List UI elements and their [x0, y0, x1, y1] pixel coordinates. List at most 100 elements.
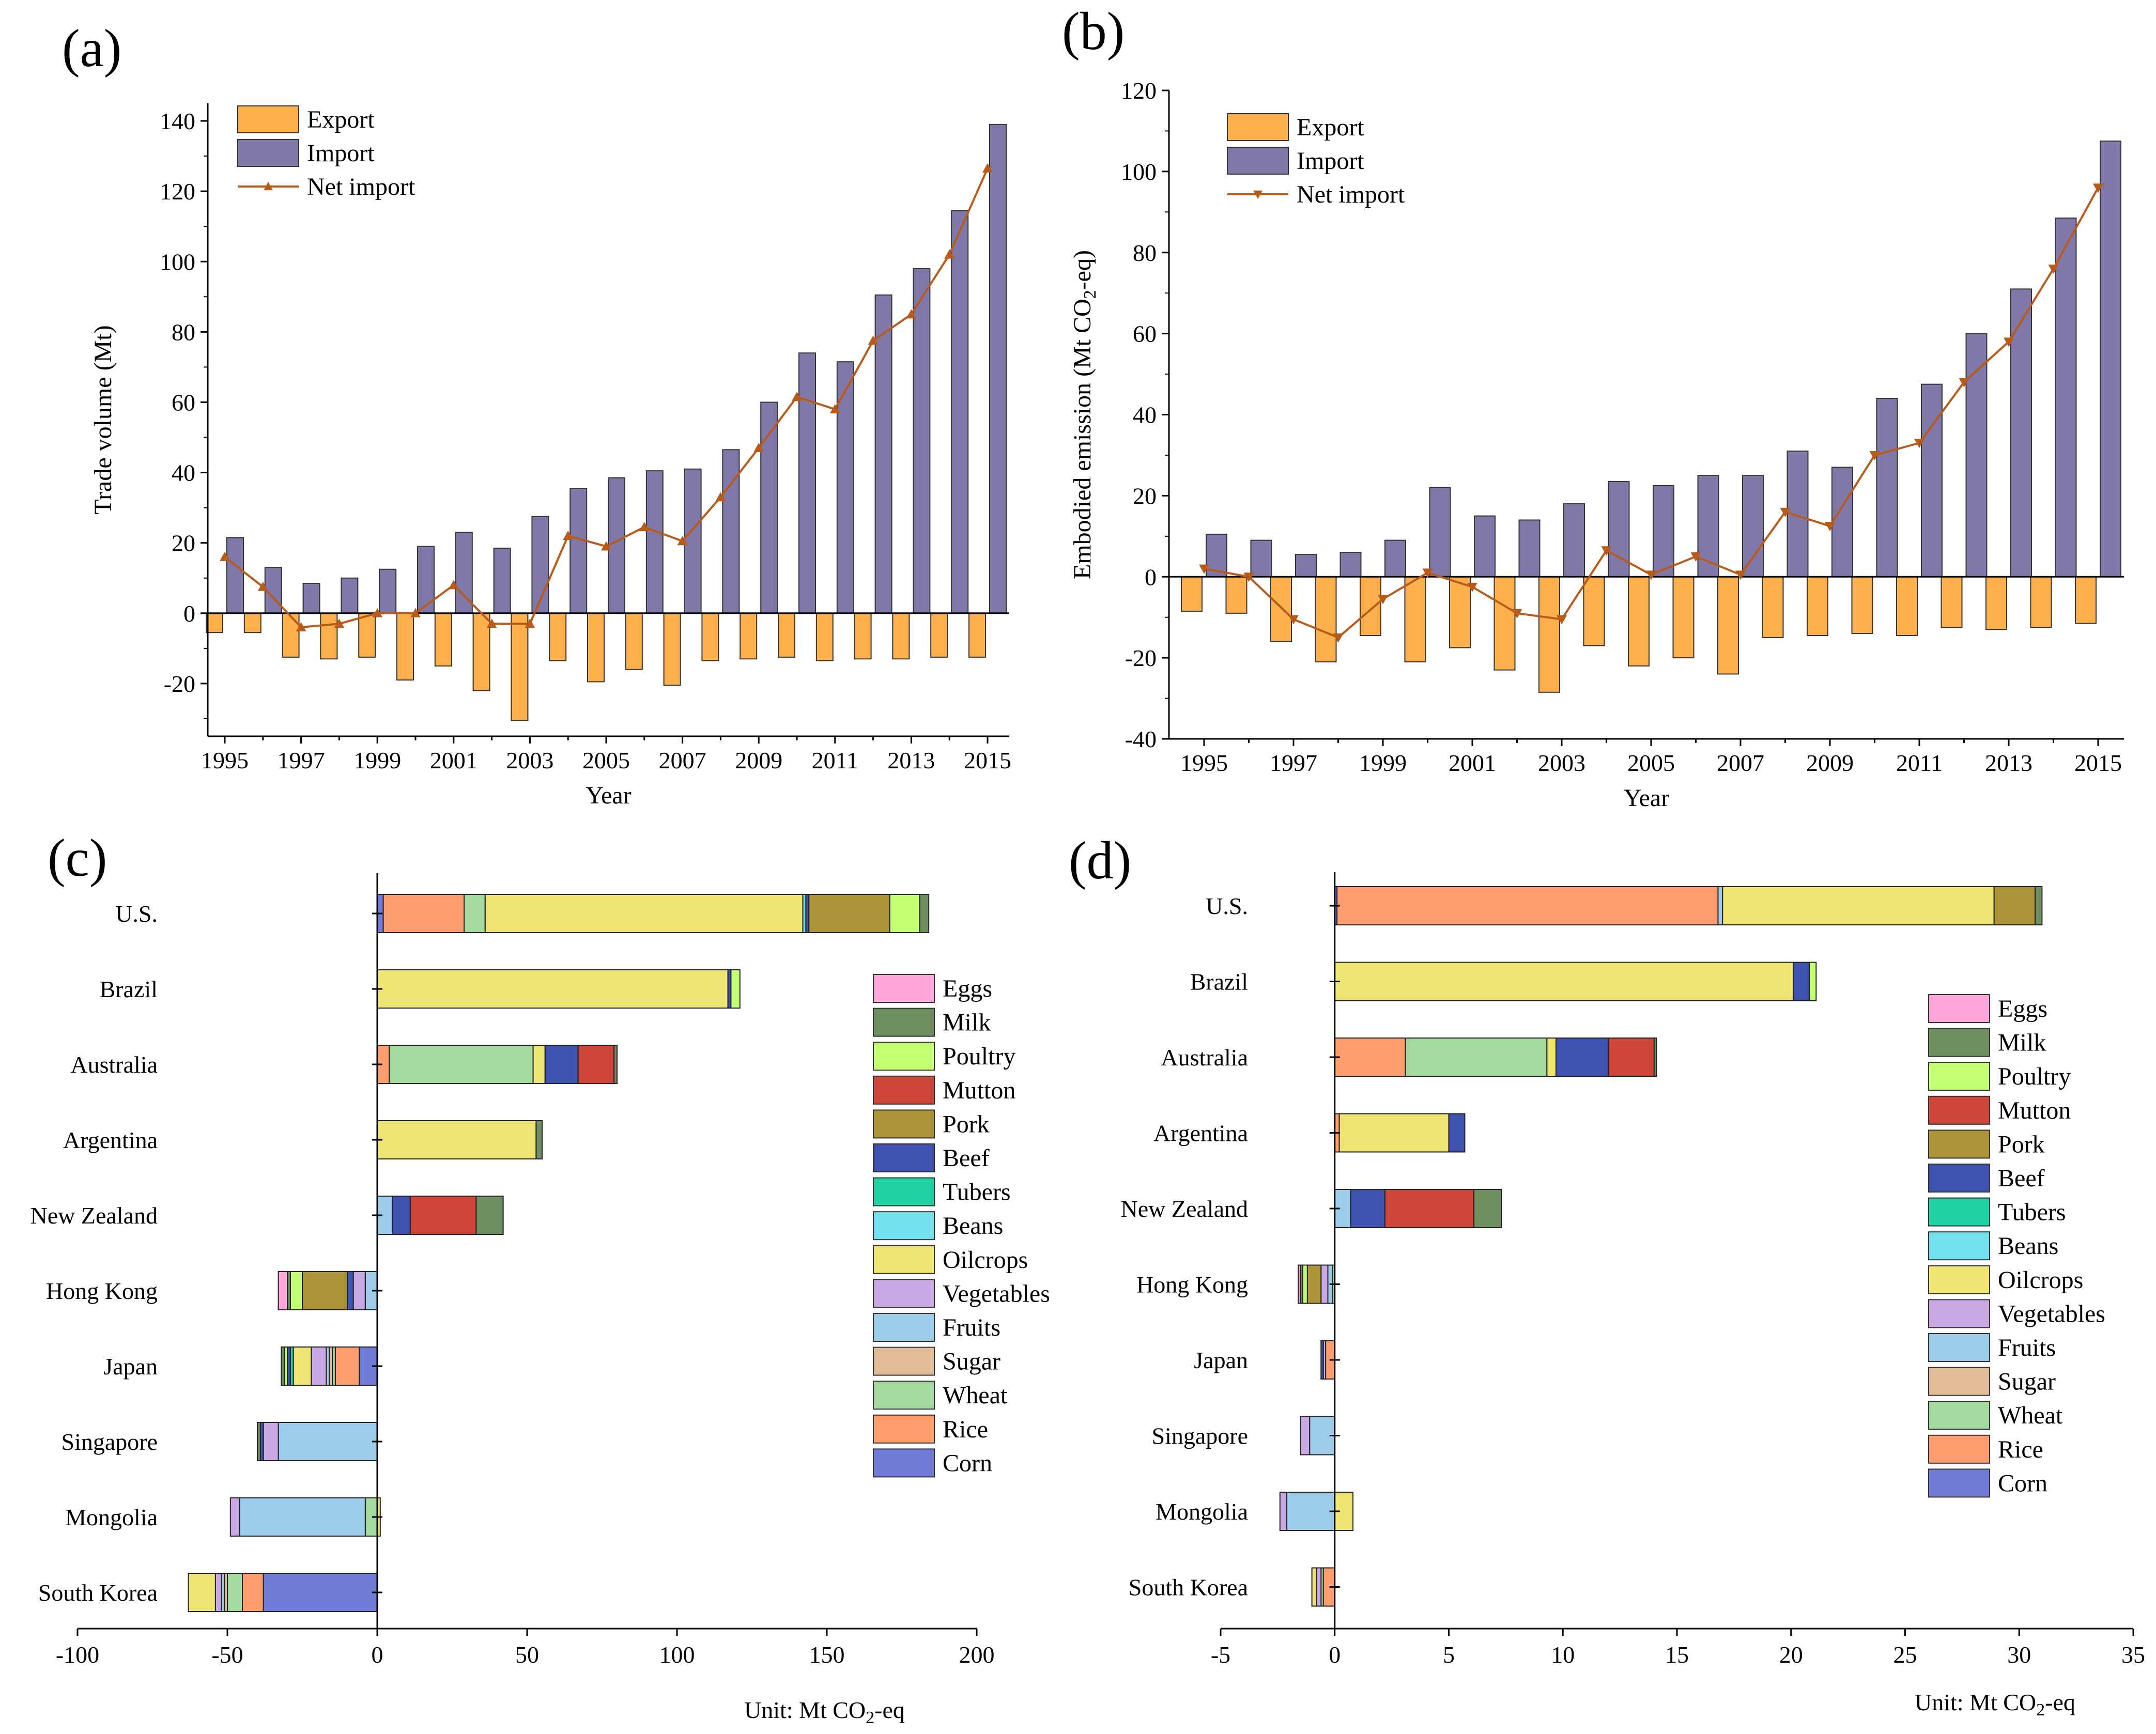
- y-tick-label: 0: [1145, 564, 1157, 590]
- bar-segment: [382, 894, 465, 933]
- x-tick-label: 2007: [659, 747, 706, 773]
- x-tick-label: 2007: [1717, 750, 1764, 776]
- x-tick-label: 1999: [1359, 750, 1407, 776]
- export-bar: [434, 612, 452, 667]
- bar-segment: [1286, 1492, 1335, 1531]
- bar-segment: [1608, 1038, 1655, 1077]
- net-import-marker: [334, 618, 345, 628]
- bar-segment: [242, 1573, 264, 1612]
- text-part: 2: [2036, 1700, 2045, 1720]
- net-import-marker: [2093, 183, 2103, 193]
- bar-segment: [229, 1497, 240, 1537]
- net-import-marker: [486, 618, 497, 628]
- legend-label: Eggs: [1998, 995, 2047, 1023]
- net-import-marker: [906, 309, 917, 319]
- legend-swatch: [1928, 1231, 1990, 1261]
- x-axis-title: Year: [1624, 784, 1669, 812]
- bar-segment: [1993, 886, 2036, 925]
- bar-segment: [1334, 1038, 1406, 1077]
- export-bar: [625, 612, 643, 670]
- bar-segment: [1334, 962, 1794, 1001]
- legend-label: Fruits: [943, 1314, 1000, 1341]
- bar-segment: [214, 1573, 222, 1612]
- bar-segment: [409, 1196, 477, 1235]
- bar-segment: [257, 1422, 261, 1461]
- x-tick-label: -100: [56, 1642, 99, 1668]
- net-import-marker: [1422, 568, 1433, 578]
- country-label: Argentina: [63, 1127, 158, 1153]
- legend-swatch: [873, 1346, 935, 1376]
- bar-segment: [334, 1346, 360, 1386]
- legend-swatch: [237, 105, 299, 133]
- export-bar: [1985, 576, 2007, 630]
- unit-label: Unit: Mt CO2-eq: [1915, 1689, 2075, 1720]
- x-tick-label: 2001: [1449, 750, 1496, 776]
- legend-swatch: [873, 1245, 935, 1274]
- bar-segment: [188, 1573, 216, 1612]
- x-tick-label: 2009: [735, 747, 782, 773]
- import-bar: [493, 547, 511, 614]
- legend-swatch: [1928, 1197, 1990, 1227]
- legend-swatch: [1227, 147, 1289, 175]
- legend-swatch: [1928, 1164, 1990, 1193]
- legend-label: Wheat: [943, 1382, 1008, 1409]
- net-import-marker: [1601, 546, 1612, 556]
- x-tick-label: 2003: [1538, 750, 1585, 776]
- export-bar: [1583, 576, 1605, 646]
- bar-segment: [377, 1120, 537, 1159]
- legend-label: Import: [307, 140, 375, 167]
- country-label: Singapore: [61, 1429, 158, 1455]
- export-bar: [854, 612, 872, 660]
- x-tick-label: 1995: [1180, 750, 1228, 776]
- net-import-marker: [1869, 451, 1880, 460]
- legend-label: Poultry: [1998, 1063, 2071, 1090]
- legend-swatch: [1928, 1062, 1990, 1091]
- legend-label: Beef: [1998, 1165, 2045, 1192]
- y-tick-label: 40: [1133, 402, 1157, 428]
- net-import-marker: [1646, 570, 1656, 580]
- import-bar: [417, 546, 435, 614]
- legend-swatch: [873, 1381, 935, 1410]
- legend-label: Corn: [1998, 1469, 2047, 1497]
- y-tick-label: 40: [172, 460, 195, 486]
- legend-swatch: [873, 1008, 935, 1037]
- legend-swatch: [873, 1448, 935, 1478]
- x-tick-label: 1997: [278, 747, 325, 773]
- x-tick-label: 2011: [812, 747, 858, 773]
- legend-swatch: [873, 1042, 935, 1071]
- legend-swatch: [873, 1279, 935, 1308]
- net-import-line: [1204, 187, 2099, 639]
- country-label: U.S.: [1206, 893, 1248, 919]
- import-bar: [645, 470, 664, 614]
- y-tick-label: 100: [1121, 159, 1157, 185]
- x-tick-label: 200: [959, 1642, 995, 1668]
- legend-swatch: [1928, 1468, 1990, 1498]
- panel-label: (b): [1062, 2, 1125, 61]
- bar-segment: [352, 1271, 366, 1310]
- export-bar: [740, 612, 758, 660]
- x-tick-label: 2009: [1806, 750, 1854, 776]
- legend-label: Mutton: [1998, 1097, 2071, 1124]
- legend-label: Milk: [943, 1009, 991, 1036]
- import-bar: [1697, 475, 1719, 578]
- legend-label: Milk: [1998, 1029, 2046, 1057]
- country-label: Australia: [1161, 1044, 1248, 1071]
- net-import-marker: [1467, 582, 1477, 592]
- panel-a: (a) -20 0 20 40 60 80 100 120 140 1995 1997 1999 2001…: [62, 19, 1011, 809]
- legend-label: Tubers: [1998, 1199, 2066, 1226]
- export-bar: [549, 612, 567, 661]
- bar-segment: [1320, 1340, 1324, 1380]
- bar-segment: [919, 894, 930, 933]
- legend-label: Beef: [943, 1144, 990, 1172]
- y-tick-label: 120: [160, 178, 195, 205]
- export-bar: [701, 612, 719, 661]
- import-bar: [1965, 333, 1988, 578]
- text-part: 2: [866, 1708, 874, 1727]
- export-bar: [968, 612, 986, 658]
- import-bar: [1250, 539, 1272, 578]
- legend-label: Net import: [307, 173, 415, 200]
- export-bar: [1449, 576, 1471, 648]
- legend-label: Export: [1297, 114, 1364, 141]
- bar-segment: [1809, 962, 1817, 1001]
- export-bar: [472, 612, 490, 691]
